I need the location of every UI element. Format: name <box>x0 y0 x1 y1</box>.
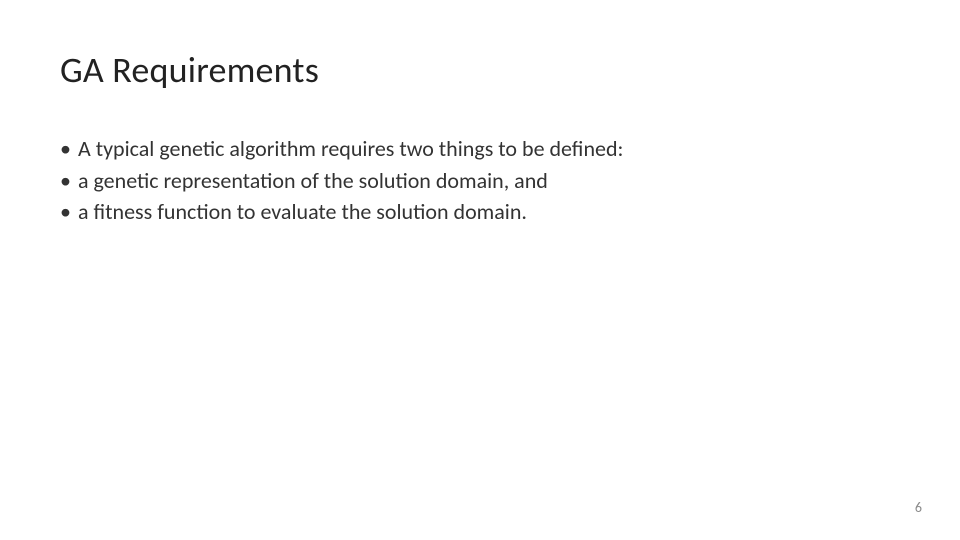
page-number: 6 <box>915 499 922 516</box>
slide-title: GA Requirements <box>60 48 900 92</box>
bullet-item: a fitness function to evaluate the solut… <box>60 197 900 227</box>
bullet-list: A typical genetic algorithm requires two… <box>60 134 900 227</box>
bullet-item: a genetic representation of the solution… <box>60 166 900 196</box>
slide: GA Requirements A typical genetic algori… <box>0 0 960 540</box>
bullet-item: A typical genetic algorithm requires two… <box>60 134 900 164</box>
